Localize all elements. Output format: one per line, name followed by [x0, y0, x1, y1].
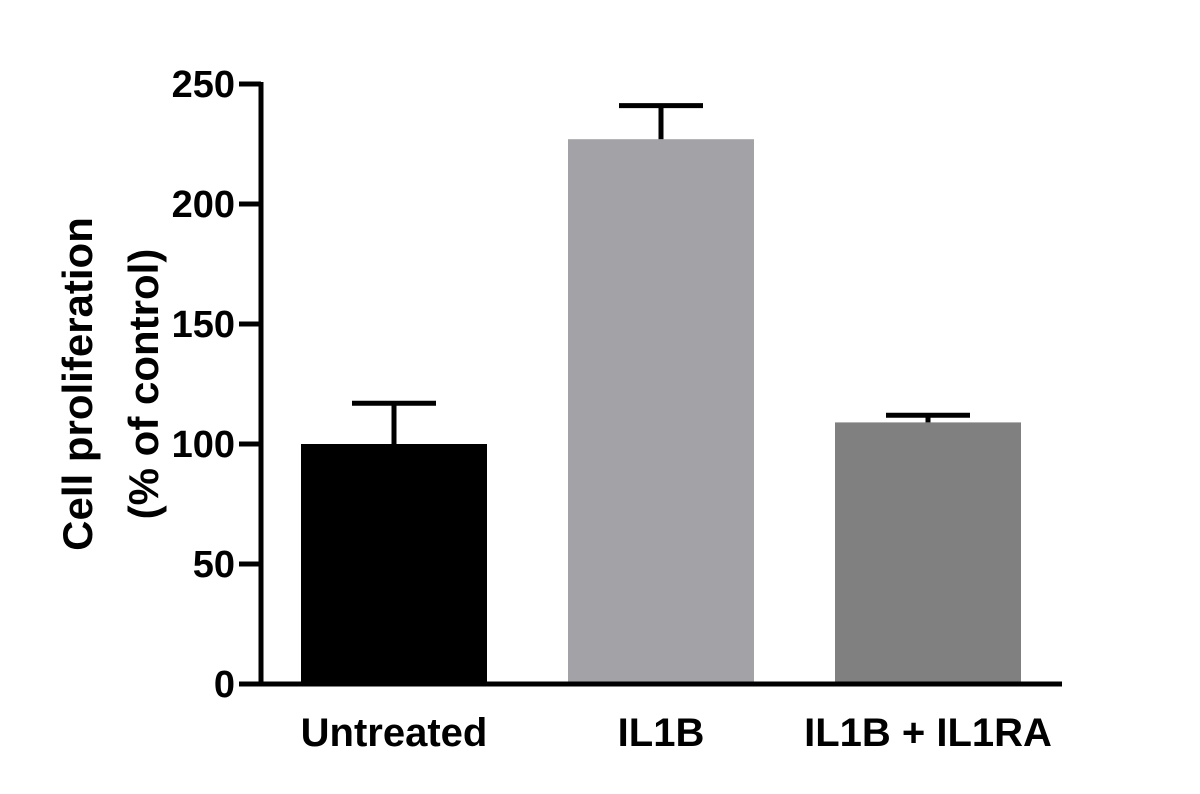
y-tick-label: 0 [214, 664, 235, 706]
x-tick-label: IL1B + IL1RA [804, 711, 1052, 755]
bar [835, 422, 1021, 684]
y-axis-title-line-2: (% of control) [120, 249, 167, 520]
bar [568, 139, 754, 684]
y-tick-label: 200 [172, 184, 235, 226]
y-tick-label: 250 [172, 64, 235, 106]
x-tick-label: Untreated [301, 711, 488, 755]
y-tick-label: 150 [172, 304, 235, 346]
plot-area: Untreated IL1B IL1B + IL1RA 0 50 100 150 200 250 [172, 64, 1062, 755]
y-tick-label: 100 [172, 424, 235, 466]
y-axis-title: Cell proliferation (% of control) [54, 217, 167, 551]
bar [301, 444, 487, 684]
x-tick-label: IL1B [618, 711, 705, 755]
y-axis-title-line-1: Cell proliferation [54, 217, 101, 551]
y-tick-label: 50 [193, 544, 235, 586]
